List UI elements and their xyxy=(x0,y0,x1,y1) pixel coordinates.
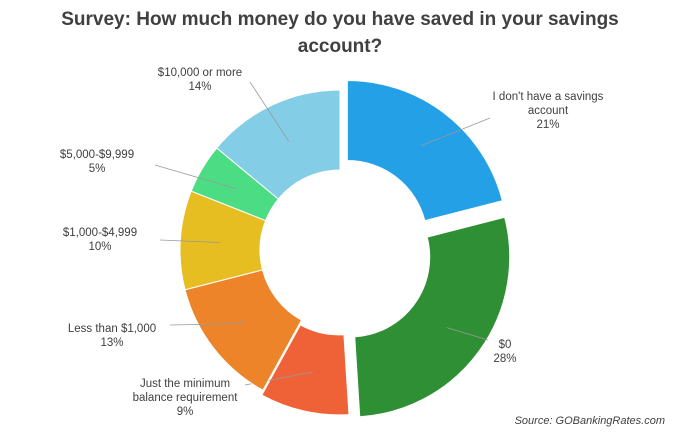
value-label: 10% xyxy=(88,241,112,253)
slice-label: $10,000 or more 14% xyxy=(145,66,255,94)
leader-line xyxy=(249,81,290,142)
category-label: $5,000-$9,999 xyxy=(59,149,135,161)
source: Source: GOBankingRates.com xyxy=(514,415,665,427)
value-label: 5% xyxy=(88,163,106,175)
slice xyxy=(346,80,503,222)
value-label: 9% xyxy=(176,406,194,418)
category-label: $0 xyxy=(498,339,512,351)
slice xyxy=(216,89,341,200)
value-label: 21% xyxy=(536,119,560,131)
slice xyxy=(261,324,350,416)
category-label: $1,000-$4,999 xyxy=(62,227,138,239)
slice-label: I don't have a savings account 21% xyxy=(483,90,613,132)
value-label: 28% xyxy=(493,353,517,365)
slice-label: Just the minimum balance requirement 9% xyxy=(120,377,250,419)
category-label: $10,000 or more xyxy=(157,67,243,79)
slice-label: $1,000-$4,999 10% xyxy=(45,226,155,254)
slice xyxy=(354,216,511,418)
leader-line xyxy=(154,164,237,190)
value-label: 14% xyxy=(188,81,212,93)
slice-label: $0 28% xyxy=(475,338,535,366)
leader-line xyxy=(446,327,489,341)
leader-line xyxy=(159,239,221,243)
category-label: Less than $1,000 xyxy=(67,323,157,335)
value-label: 13% xyxy=(100,337,124,349)
chart-title: Survey: How much money do you have saved… xyxy=(61,9,619,57)
category-label: I don't have a savings account xyxy=(492,91,604,117)
slice-label: Less than $1,000 13% xyxy=(52,322,172,350)
leader-line xyxy=(420,117,491,147)
leader-line xyxy=(169,323,246,326)
category-label: Just the minimum balance requirement xyxy=(132,378,238,404)
slice-label: $5,000-$9,999 5% xyxy=(42,148,152,176)
